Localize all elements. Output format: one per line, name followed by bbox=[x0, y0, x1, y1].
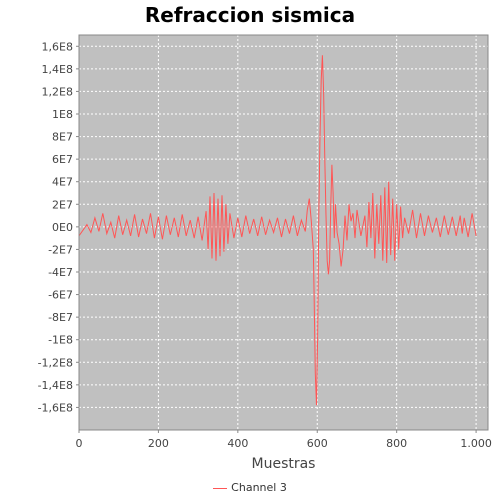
legend: Channel 3 bbox=[0, 481, 500, 494]
y-tick-label: 1,2E8 bbox=[42, 85, 73, 98]
y-tick-label: 1,4E8 bbox=[42, 63, 73, 76]
y-tick-label: -8E7 bbox=[48, 311, 73, 324]
x-tick-label: 0 bbox=[76, 437, 83, 450]
x-tick-label: 200 bbox=[148, 437, 169, 450]
x-tick-label: 400 bbox=[227, 437, 248, 450]
y-tick-label: -1,6E8 bbox=[38, 401, 73, 414]
y-tick-label: 4E7 bbox=[52, 176, 73, 189]
y-tick-label: -1E8 bbox=[48, 334, 73, 347]
grid-lines bbox=[78, 35, 488, 430]
x-tick-label: 600 bbox=[307, 437, 328, 450]
y-tick-label: -1,2E8 bbox=[38, 356, 73, 369]
series-line-channel-3 bbox=[78, 55, 477, 406]
y-tick-label: 1,6E8 bbox=[42, 40, 73, 53]
y-tick-label: 6E7 bbox=[52, 153, 73, 166]
series-layer bbox=[78, 55, 477, 406]
plot-frame bbox=[78, 34, 489, 431]
plot-background bbox=[79, 35, 488, 430]
y-tick-label: 0E0 bbox=[52, 221, 73, 234]
x-axis-title: Muestras bbox=[252, 456, 316, 472]
x-tick-label: 800 bbox=[386, 437, 407, 450]
y-tick-label: -4E7 bbox=[48, 266, 73, 279]
y-tick-label: -2E7 bbox=[48, 243, 73, 256]
axis-ticks: 1,6E8 1,4E8 1,2E8 1E8 8E7 6E7 4E7 2E7 0E0 -2E7 -4E… bbox=[38, 40, 492, 450]
legend-swatch bbox=[213, 487, 228, 489]
y-tick-label: 1E8 bbox=[52, 108, 73, 121]
legend-label: Channel 3 bbox=[231, 481, 287, 494]
y-tick-label: 8E7 bbox=[52, 131, 73, 144]
x-tick-label: 1.000 bbox=[460, 437, 492, 450]
chart-title: Refraccion sismica bbox=[144, 3, 356, 27]
y-tick-label: -6E7 bbox=[48, 289, 73, 302]
y-tick-label: 2E7 bbox=[52, 198, 73, 211]
y-tick-label: -1,4E8 bbox=[38, 379, 73, 392]
